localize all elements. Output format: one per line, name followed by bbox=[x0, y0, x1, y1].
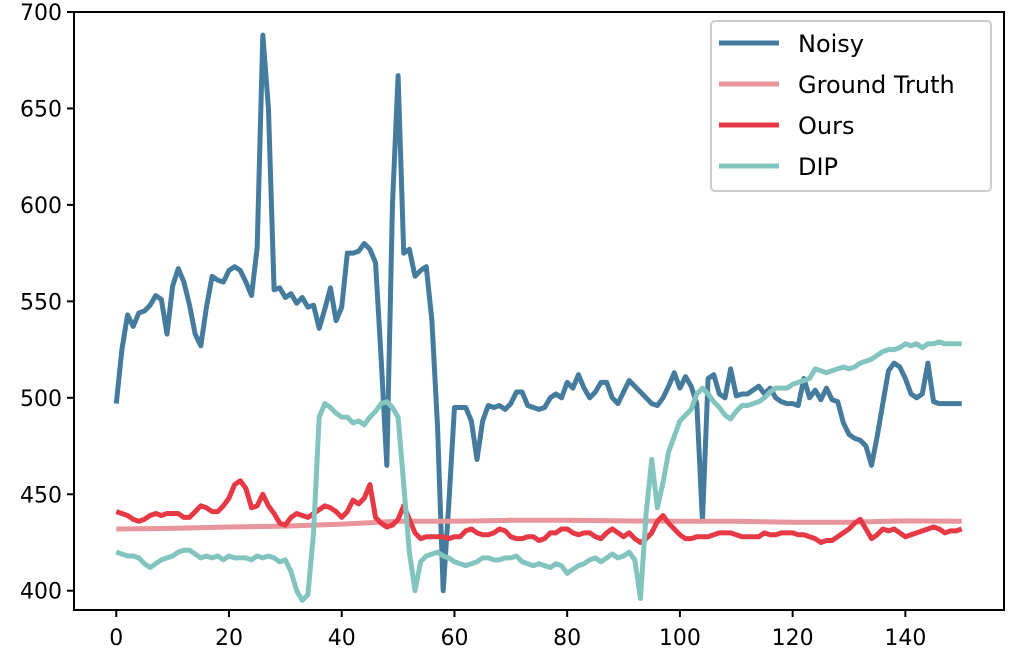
y-tick-label: 500 bbox=[20, 387, 62, 412]
legend-box bbox=[710, 20, 992, 192]
x-tick-label: 140 bbox=[884, 626, 926, 651]
y-tick-label: 550 bbox=[20, 290, 62, 315]
legend-label: DIP bbox=[798, 153, 838, 181]
x-tick-label: 100 bbox=[659, 626, 701, 651]
y-tick-label: 450 bbox=[20, 483, 62, 508]
y-tick-label: 700 bbox=[20, 1, 62, 26]
legend-label: Noisy bbox=[798, 30, 864, 58]
x-tick-label: 0 bbox=[109, 626, 123, 651]
y-tick-label: 650 bbox=[20, 97, 62, 122]
x-axis: 0 20 40 60 80 100 120 140 bbox=[109, 610, 926, 651]
y-axis: 400 450 500 550 600 650 700 bbox=[20, 1, 74, 605]
series-line-1 bbox=[113, 32, 962, 594]
plot-frame bbox=[73, 11, 1005, 611]
x-tick-label: 80 bbox=[553, 626, 581, 651]
x-tick-label: 120 bbox=[772, 626, 814, 651]
x-tick-label: 20 bbox=[215, 626, 243, 651]
series-line-4 bbox=[115, 339, 962, 603]
legend-label: Ours bbox=[798, 112, 854, 140]
legend-label: Ground Truth bbox=[798, 71, 955, 99]
y-tick-label: 400 bbox=[20, 580, 62, 605]
series-line-2 bbox=[116, 517, 962, 532]
x-tick-label: 40 bbox=[328, 626, 356, 651]
legend: Noisy Ground Truth Ours DIP bbox=[710, 20, 992, 192]
series-layer bbox=[113, 32, 963, 603]
y-tick-label: 600 bbox=[20, 194, 62, 219]
x-tick-label: 60 bbox=[440, 626, 468, 651]
series-line-3 bbox=[115, 478, 963, 545]
